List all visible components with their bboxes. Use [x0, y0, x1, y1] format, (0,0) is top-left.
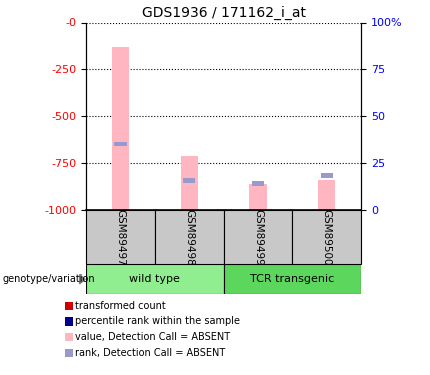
Bar [114, 142, 126, 146]
Bar [292, 210, 361, 264]
Bar [181, 156, 198, 210]
Text: GSM89500: GSM89500 [322, 209, 332, 266]
Bar [86, 210, 155, 264]
Text: transformed count: transformed count [75, 301, 166, 310]
Bar [86, 264, 224, 294]
Text: percentile rank within the sample: percentile rank within the sample [75, 316, 240, 326]
Bar [249, 184, 267, 210]
Bar [112, 47, 129, 210]
Text: wild type: wild type [129, 274, 180, 284]
Bar [252, 181, 264, 186]
Bar [224, 210, 292, 264]
Text: GSM89497: GSM89497 [115, 209, 126, 266]
Bar [318, 180, 335, 210]
Bar [155, 210, 224, 264]
Polygon shape [80, 274, 85, 284]
Bar [321, 173, 333, 178]
Text: GSM89498: GSM89498 [184, 209, 194, 266]
Text: rank, Detection Call = ABSENT: rank, Detection Call = ABSENT [75, 348, 225, 358]
Bar [183, 178, 195, 183]
Bar [224, 264, 361, 294]
Text: value, Detection Call = ABSENT: value, Detection Call = ABSENT [75, 332, 230, 342]
Text: genotype/variation: genotype/variation [2, 274, 95, 284]
Text: GSM89499: GSM89499 [253, 209, 263, 266]
Title: GDS1936 / 171162_i_at: GDS1936 / 171162_i_at [141, 6, 306, 20]
Text: TCR transgenic: TCR transgenic [250, 274, 335, 284]
